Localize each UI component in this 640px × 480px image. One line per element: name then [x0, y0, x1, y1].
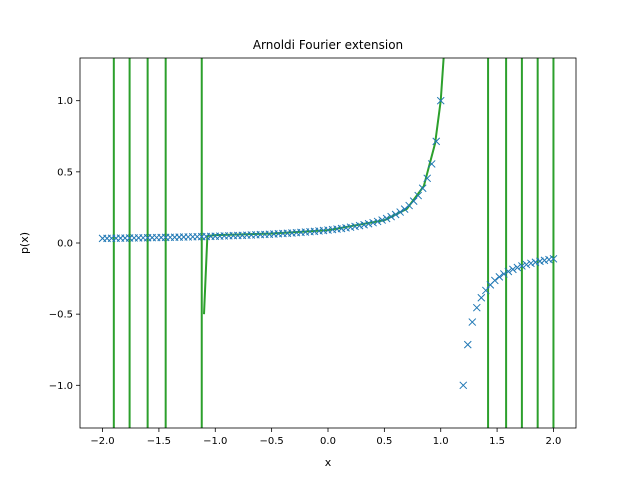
- data-marker: [373, 217, 382, 226]
- x-tick-label: 2.0: [546, 436, 562, 447]
- data-marker: [423, 174, 432, 183]
- x-tick-label: −1.5: [147, 436, 171, 447]
- marker-stroke: [427, 160, 436, 168]
- y-tick-label: 0.5: [57, 167, 73, 178]
- marker-stroke: [500, 270, 508, 278]
- marker-stroke: [495, 273, 504, 281]
- data-marker: [509, 265, 517, 274]
- data-marker: [490, 276, 499, 285]
- data-marker: [504, 267, 513, 276]
- marker-stroke: [396, 208, 404, 216]
- y-tick-label: −1.0: [49, 381, 73, 392]
- marker-stroke: [472, 303, 481, 312]
- marker-stroke: [477, 293, 486, 302]
- data-marker: [436, 96, 445, 105]
- marker-stroke: [369, 218, 377, 227]
- marker-stroke: [468, 318, 477, 326]
- data-marker: [468, 318, 477, 326]
- marker-stroke: [432, 137, 441, 146]
- data-marker: [369, 218, 377, 227]
- data-marker: [527, 259, 535, 268]
- marker-stroke: [549, 254, 558, 263]
- data-marker: [463, 340, 472, 349]
- marker-stroke: [509, 265, 517, 274]
- plot-area: [98, 58, 558, 428]
- data-marker: [513, 263, 522, 272]
- marker-stroke: [513, 263, 522, 272]
- x-axis: −2.0 −1.5 −1.0 −0.5 0.0 0.5 1.0 1.5 2.0: [90, 428, 561, 447]
- marker-stroke: [527, 259, 535, 268]
- y-axis-label: p(x): [18, 232, 31, 254]
- x-tick-label: −0.5: [259, 436, 283, 447]
- data-marker: [472, 303, 481, 312]
- marker-layer: [98, 96, 558, 390]
- marker-stroke: [360, 220, 368, 229]
- data-marker: [531, 258, 540, 267]
- data-marker: [391, 210, 400, 219]
- y-tick-label: 0.0: [57, 239, 73, 250]
- marker-stroke: [364, 219, 373, 228]
- marker-stroke: [504, 267, 513, 276]
- x-tick-label: 1.5: [489, 436, 505, 447]
- marker-stroke: [418, 184, 427, 193]
- chart-title: Arnoldi Fourier extension: [253, 38, 403, 52]
- data-marker: [477, 293, 486, 302]
- marker-stroke: [373, 217, 382, 226]
- data-marker: [382, 214, 391, 223]
- data-marker: [518, 262, 526, 270]
- data-marker: [418, 184, 427, 193]
- x-axis-label: x: [325, 456, 332, 469]
- data-marker: [364, 219, 373, 228]
- marker-stroke: [518, 262, 526, 270]
- data-marker: [495, 273, 504, 281]
- marker-stroke: [414, 191, 423, 200]
- marker-stroke: [522, 260, 531, 269]
- data-marker: [378, 216, 386, 224]
- x-tick-label: 1.0: [433, 436, 449, 447]
- marker-stroke: [355, 221, 364, 230]
- y-tick-label: −0.5: [49, 310, 73, 321]
- data-marker: [536, 257, 544, 266]
- marker-stroke: [387, 212, 395, 221]
- data-marker: [387, 212, 395, 221]
- data-marker: [396, 208, 404, 216]
- x-tick-label: −1.0: [203, 436, 227, 447]
- marker-stroke: [382, 214, 391, 223]
- marker-stroke: [459, 381, 468, 390]
- marker-stroke: [436, 96, 445, 105]
- marker-stroke: [423, 174, 432, 183]
- data-marker: [500, 270, 508, 278]
- marker-stroke: [531, 258, 540, 267]
- curve-layer: [112, 58, 555, 428]
- data-marker: [400, 205, 409, 213]
- y-axis: −1.0 −0.5 0.0 0.5 1.0: [49, 96, 80, 392]
- data-marker: [414, 191, 423, 200]
- x-tick-label: 0.5: [376, 436, 392, 447]
- data-marker: [459, 381, 468, 390]
- marker-stroke: [391, 210, 400, 219]
- marker-stroke: [463, 340, 472, 349]
- data-marker: [432, 137, 441, 146]
- data-marker: [360, 220, 368, 229]
- marker-stroke: [536, 257, 544, 266]
- data-marker: [522, 260, 531, 269]
- marker-stroke: [490, 276, 499, 285]
- data-marker: [427, 160, 436, 168]
- x-tick-label: 0.0: [320, 436, 336, 447]
- y-tick-label: 1.0: [57, 96, 73, 107]
- marker-stroke: [400, 205, 409, 213]
- data-marker: [549, 254, 558, 263]
- x-tick-label: −2.0: [90, 436, 114, 447]
- marker-stroke: [409, 197, 418, 205]
- data-marker: [409, 197, 418, 205]
- marker-stroke: [378, 216, 386, 224]
- data-marker: [355, 221, 364, 230]
- marker-stroke: [481, 286, 490, 295]
- data-marker: [481, 286, 490, 295]
